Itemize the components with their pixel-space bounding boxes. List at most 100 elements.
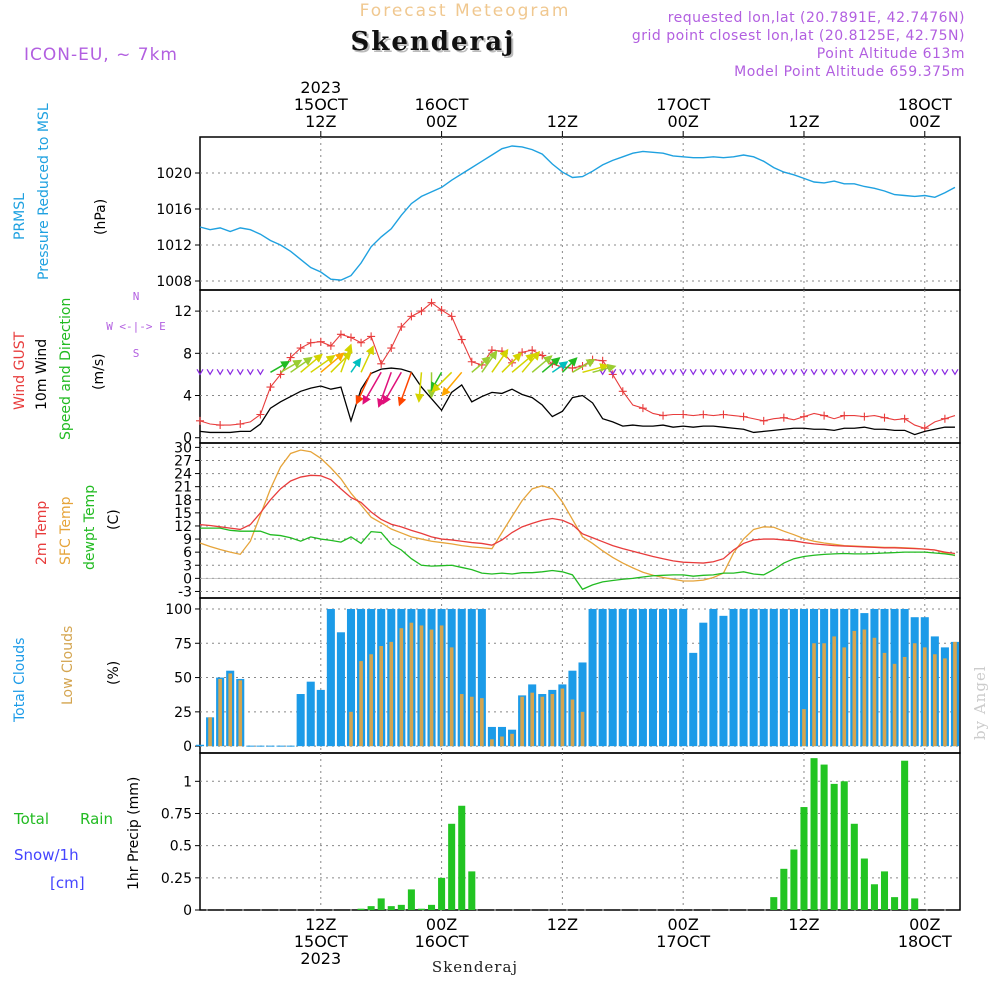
low-cloud-bar bbox=[540, 696, 545, 747]
total-cloud-bar bbox=[799, 608, 808, 747]
low-cloud-bar bbox=[530, 692, 534, 747]
bottom-time-label: 00Z bbox=[909, 915, 940, 934]
gust-marker bbox=[940, 414, 949, 423]
wind-direction-arrow bbox=[511, 353, 535, 373]
wind-direction-arrow bbox=[541, 356, 561, 373]
low-cloud-bar bbox=[852, 630, 857, 747]
gust-marker bbox=[699, 410, 708, 419]
wind-direction-arrow bbox=[592, 363, 617, 374]
rain-bar bbox=[790, 849, 798, 910]
total-cloud-bar bbox=[709, 608, 718, 747]
low-cloud-bar bbox=[429, 629, 434, 747]
header-title: Forecast Meteogram bbox=[360, 1, 571, 21]
low-cloud-bar bbox=[862, 629, 867, 747]
bottom-time-label: 16OCT bbox=[415, 932, 469, 951]
calm-wind-marker bbox=[931, 368, 939, 376]
wind-direction-arrow bbox=[270, 360, 291, 373]
calm-wind-marker bbox=[246, 368, 254, 376]
gust-marker bbox=[437, 306, 446, 315]
low-cloud-bar bbox=[439, 625, 444, 747]
gust-marker bbox=[316, 337, 325, 346]
total-cloud-bar bbox=[648, 608, 658, 747]
ytick-label: 24 bbox=[174, 467, 192, 483]
low-cloud-bar bbox=[480, 698, 484, 747]
calm-wind-marker bbox=[619, 368, 627, 376]
calm-wind-marker bbox=[800, 368, 808, 376]
calm-wind-marker bbox=[901, 368, 909, 376]
rain-bar bbox=[891, 897, 899, 910]
wind-direction-arrow bbox=[521, 350, 541, 373]
top-time-label: 00Z bbox=[909, 112, 940, 131]
bottom-time-label: 15OCT bbox=[294, 932, 348, 951]
rain-bar bbox=[770, 897, 778, 910]
calm-wind-marker bbox=[941, 368, 949, 376]
bottom-time-label: 12Z bbox=[547, 915, 578, 934]
wind-direction-arrow bbox=[551, 361, 569, 373]
calm-wind-marker bbox=[679, 368, 687, 376]
p3-label-a: 2m Temp bbox=[34, 501, 50, 565]
gust-marker bbox=[799, 412, 808, 421]
ytick-label: 3 bbox=[183, 558, 192, 574]
gust-marker bbox=[377, 359, 386, 368]
gust-marker bbox=[397, 322, 406, 331]
low-cloud-bar bbox=[409, 622, 414, 747]
top-time-label: 17OCT bbox=[656, 95, 710, 114]
wind-direction-arrow bbox=[310, 354, 336, 373]
gust-marker bbox=[336, 330, 345, 339]
watermark: by Angel bbox=[971, 665, 989, 740]
plot-layer: 100810121016102004812-303691215182124273… bbox=[156, 78, 961, 968]
gust-marker bbox=[820, 411, 829, 420]
rain-bar bbox=[428, 904, 436, 910]
total-cloud-bar bbox=[739, 608, 748, 747]
low-cloud-bar bbox=[490, 739, 494, 747]
top-time-label: 12Z bbox=[788, 112, 819, 131]
wind-line bbox=[199, 367, 955, 436]
low-cloud-bar bbox=[922, 647, 927, 747]
gust-marker bbox=[739, 412, 748, 421]
calm-wind-marker bbox=[206, 368, 214, 376]
p1-unit: (hPa) bbox=[93, 199, 109, 235]
ytick-label: 27 bbox=[174, 453, 192, 469]
ytick-label: 4 bbox=[183, 389, 192, 405]
rain-bar bbox=[448, 823, 456, 910]
gust-marker bbox=[216, 421, 225, 430]
low-cloud-bar bbox=[510, 733, 514, 747]
low-cloud-bar bbox=[399, 628, 404, 747]
wind-direction-arrow bbox=[491, 348, 509, 373]
total-cloud-bar bbox=[719, 615, 728, 747]
ytick-label: 0.75 bbox=[161, 806, 192, 822]
p2-label-a: Wind GUST bbox=[12, 331, 28, 410]
gust-marker bbox=[779, 413, 788, 422]
wind-direction-arrow bbox=[441, 371, 463, 397]
p3-unit: (C) bbox=[106, 509, 122, 530]
gust-marker bbox=[236, 420, 245, 429]
gust-marker bbox=[346, 333, 355, 342]
bottom-time-label: 18OCT bbox=[898, 932, 952, 951]
calm-wind-marker bbox=[820, 368, 828, 376]
low-cloud-bar bbox=[902, 656, 907, 747]
ytick-label: 50 bbox=[174, 671, 192, 687]
wind-direction-arrow bbox=[360, 345, 374, 373]
p4-unit: (%) bbox=[106, 661, 122, 685]
low-cloud-bar bbox=[238, 680, 243, 747]
low-cloud-bar bbox=[550, 694, 555, 747]
calm-wind-marker bbox=[216, 368, 224, 376]
top-time-label: 00Z bbox=[668, 112, 699, 131]
bottom-time-label: 12Z bbox=[305, 915, 336, 934]
total-cloud-bar bbox=[457, 608, 466, 747]
total-cloud-bar bbox=[689, 652, 698, 747]
rain-bar bbox=[850, 823, 858, 910]
ytick-label: 8 bbox=[183, 346, 192, 362]
bottom-time-label: 17OCT bbox=[656, 932, 710, 951]
low-cloud-bar bbox=[580, 711, 585, 747]
low-cloud-bar bbox=[802, 709, 806, 747]
wind-direction-arrow bbox=[397, 372, 413, 407]
p5-label-b: Rain bbox=[80, 810, 113, 828]
wind-direction-arrow bbox=[280, 359, 303, 373]
calm-wind-marker bbox=[709, 368, 717, 376]
calm-wind-marker bbox=[951, 368, 959, 376]
rain-bar bbox=[417, 908, 425, 910]
bottom-time-label: 00Z bbox=[668, 915, 699, 934]
total-cloud-bar bbox=[749, 608, 758, 747]
